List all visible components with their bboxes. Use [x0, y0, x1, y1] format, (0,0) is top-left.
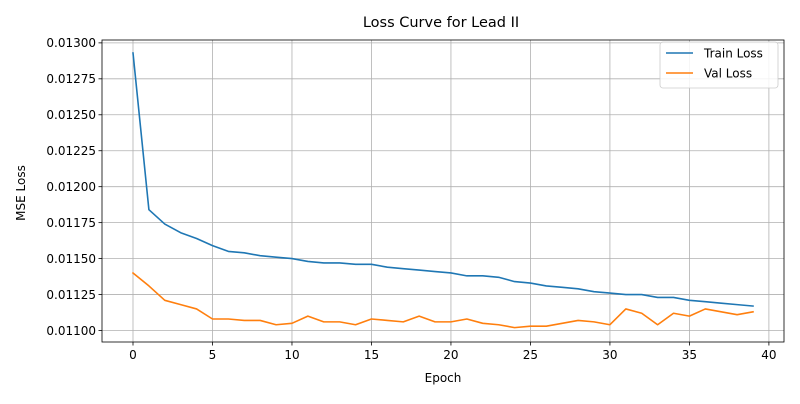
x-tick-label: 15 [364, 348, 379, 362]
series-line-val-loss [131, 271, 754, 329]
x-tick-label: 20 [443, 348, 458, 362]
y-axis-label: MSE Loss [14, 165, 28, 221]
y-tick-label: 0.01175 [46, 216, 96, 230]
legend-label-train-loss: Train Loss [703, 46, 763, 60]
plot-frame [101, 39, 785, 343]
y-tick-label: 0.01125 [46, 288, 96, 302]
y-tick-label: 0.01275 [46, 72, 96, 86]
grid [102, 40, 784, 342]
y-tick-label: 0.01300 [46, 36, 96, 50]
y-axis-ticks: 0.01100 0.01125 0.01150 0.01175 0.01200 0.012… [46, 36, 102, 338]
series-line-train-loss [132, 52, 754, 307]
y-tick-label: 0.01200 [46, 180, 96, 194]
legend: Train Loss Val Loss [659, 41, 779, 89]
series-lines [131, 52, 754, 329]
x-tick-label: 25 [523, 348, 538, 362]
x-axis-ticks: 0 5 10 15 20 25 30 35 40 [129, 342, 777, 362]
x-tick-label: 35 [682, 348, 697, 362]
x-tick-label: 30 [602, 348, 617, 362]
x-axis-label: Epoch [425, 371, 462, 385]
y-tick-label: 0.01100 [46, 324, 96, 338]
y-tick-label: 0.01225 [46, 144, 96, 158]
y-tick-label: 0.01150 [46, 252, 96, 266]
chart-title: Loss Curve for Lead II [363, 15, 519, 31]
x-tick-label: 10 [284, 348, 299, 362]
x-tick-label: 40 [761, 348, 776, 362]
x-tick-label: 0 [129, 348, 137, 362]
y-tick-label: 0.01250 [46, 108, 96, 122]
legend-label-val-loss: Val Loss [704, 66, 752, 80]
x-tick-label: 5 [209, 348, 217, 362]
